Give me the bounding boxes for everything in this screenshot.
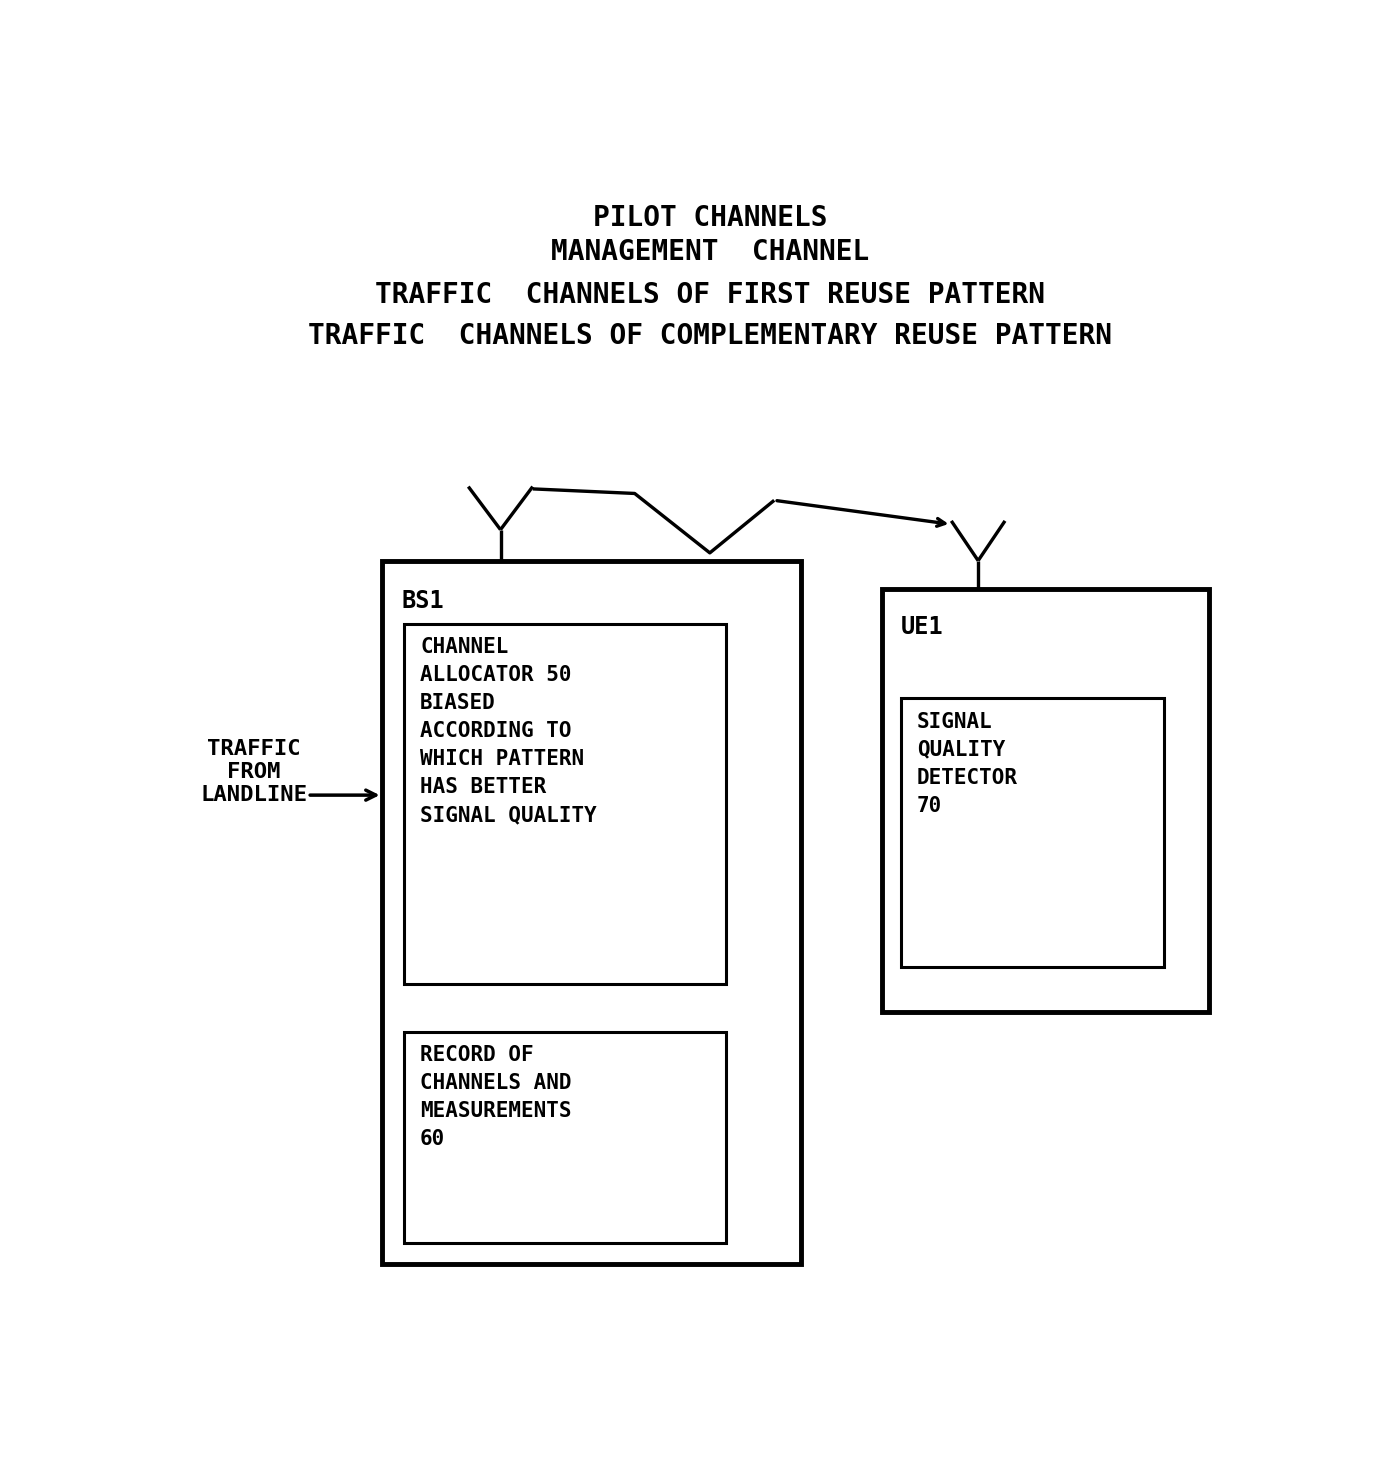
Text: RECORD OF
CHANNELS AND
MEASUREMENTS
60: RECORD OF CHANNELS AND MEASUREMENTS 60: [420, 1045, 572, 1150]
Bar: [382, 561, 801, 1264]
Text: MANAGEMENT  CHANNEL: MANAGEMENT CHANNEL: [551, 239, 868, 266]
Text: CHANNEL
ALLOCATOR 50
BIASED
ACCORDING TO
WHICH PATTERN
HAS BETTER
SIGNAL QUALITY: CHANNEL ALLOCATOR 50 BIASED ACCORDING TO…: [420, 638, 597, 825]
Bar: [900, 697, 1163, 966]
Text: PILOT CHANNELS: PILOT CHANNELS: [593, 205, 827, 232]
Bar: [404, 623, 726, 984]
Text: BS1: BS1: [402, 589, 445, 613]
Bar: [881, 589, 1209, 1012]
Bar: [404, 1031, 726, 1244]
Text: TRAFFIC
FROM
LANDLINE: TRAFFIC FROM LANDLINE: [199, 739, 307, 806]
Text: TRAFFIC  CHANNELS OF COMPLEMENTARY REUSE PATTERN: TRAFFIC CHANNELS OF COMPLEMENTARY REUSE …: [307, 322, 1112, 350]
Text: SIGNAL
QUALITY
DETECTOR
70: SIGNAL QUALITY DETECTOR 70: [917, 712, 1018, 816]
Text: UE1: UE1: [900, 614, 943, 638]
Text: TRAFFIC  CHANNELS OF FIRST REUSE PATTERN: TRAFFIC CHANNELS OF FIRST REUSE PATTERN: [375, 280, 1044, 309]
